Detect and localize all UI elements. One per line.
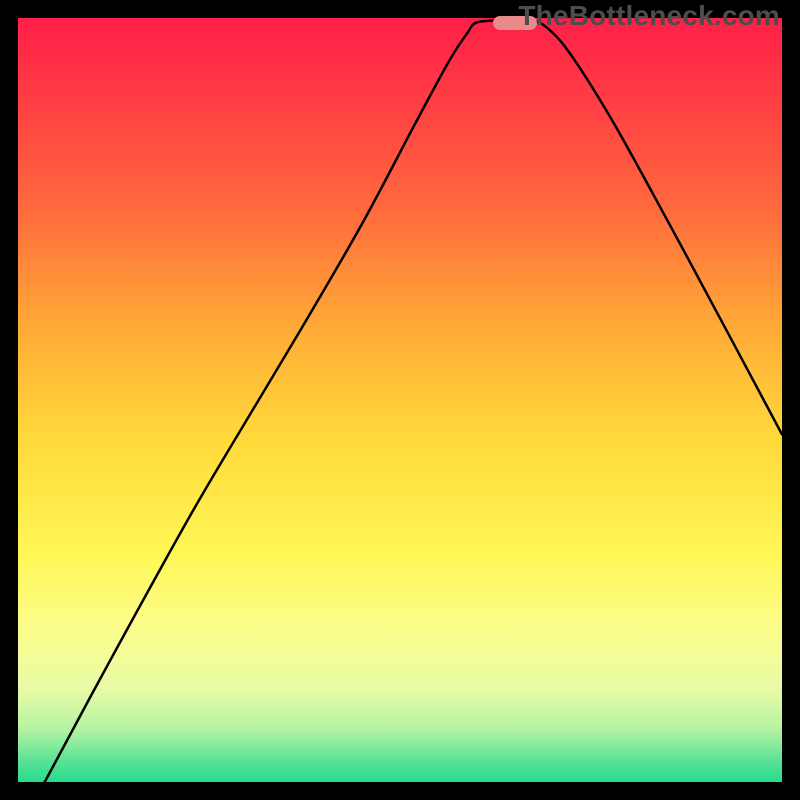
watermark: TheBottleneck.com <box>518 0 780 32</box>
plot-area <box>18 18 782 782</box>
bottleneck-curve <box>18 18 782 782</box>
